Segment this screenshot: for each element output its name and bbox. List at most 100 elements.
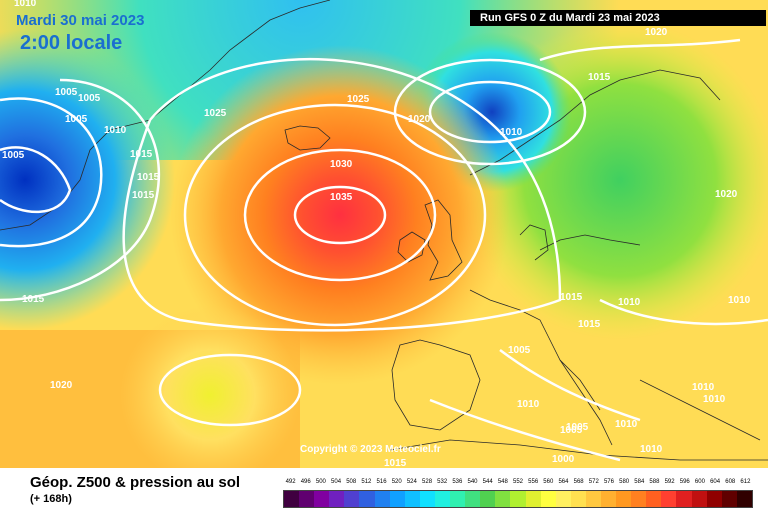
isobar-label: 1005 (65, 114, 88, 125)
isobar-label: 1010 (618, 297, 641, 308)
scale-swatch (344, 491, 360, 507)
scale-swatch (284, 491, 300, 507)
scale-swatch (510, 491, 526, 507)
scale-swatch (329, 491, 345, 507)
greenland-low-field (0, 30, 175, 330)
scale-swatch (314, 491, 330, 507)
scale-swatch (450, 491, 466, 507)
scale-value-label: 584 (634, 479, 645, 485)
isobar-1010-north (428, 80, 552, 144)
scale-value-label: 512 (361, 479, 372, 485)
isobars (0, 38, 768, 462)
scale-value-label: 508 (346, 479, 357, 485)
azores-field (120, 305, 300, 468)
scale-value-label: 540 (467, 479, 478, 485)
isobar-label: 1015 (132, 190, 155, 201)
scale-swatch (404, 491, 420, 507)
forecast-local-time: 2:00 locale (20, 32, 123, 54)
scale-value-label: 576 (603, 479, 614, 485)
isobar-1020-south (158, 353, 302, 427)
scale-swatch (434, 491, 451, 507)
isobar-label: 1000 (552, 454, 575, 465)
scale-value-label: 552 (512, 479, 523, 485)
scale-swatch (691, 491, 707, 507)
isobar-label: 1005 (78, 93, 101, 104)
scale-swatch (389, 491, 405, 507)
scale-value-label: 564 (558, 479, 569, 485)
scale-swatch (299, 491, 315, 507)
scale-swatch (359, 491, 375, 507)
copyright-notice: Copyright © 2023 Meteociel.fr (300, 444, 441, 455)
scale-value-label: 580 (619, 479, 630, 485)
scale-swatch (721, 491, 737, 507)
isobar-1020-north (539, 38, 741, 62)
atlantic-high-field (170, 45, 510, 385)
isobar-1010-south (499, 348, 641, 422)
scale-swatch (736, 491, 752, 507)
isobar-label: 1020 (408, 114, 431, 125)
color-scale-bar (283, 490, 753, 508)
map-svg: 1010100510051005100510101015101510151025… (0, 0, 768, 468)
isobar-label: 1025 (204, 108, 227, 119)
scale-value-label: 504 (331, 479, 342, 485)
north-africa-coast (389, 439, 768, 461)
forecast-date: Mardi 30 mai 2023 (16, 12, 145, 29)
isobar-1020 (122, 58, 562, 332)
iceland-outline (284, 125, 331, 151)
scale-swatch (419, 491, 435, 507)
norway-coast (469, 69, 721, 176)
scale-swatch (540, 491, 556, 507)
italy-outline (559, 359, 613, 446)
isobar-1005-west (0, 146, 72, 214)
scale-value-label: 560 (543, 479, 554, 485)
isobar-label: 1025 (347, 94, 370, 105)
isobar-label: 1005 (55, 87, 78, 98)
scale-value-label: 600 (694, 479, 705, 485)
isobar-1010-west (0, 97, 103, 248)
iberia-outline (391, 339, 481, 431)
scale-value-label: 548 (497, 479, 508, 485)
scale-swatch (706, 491, 722, 507)
isobar-label: 1015 (137, 172, 160, 183)
scale-swatch (480, 491, 496, 507)
scale-swatch (661, 491, 677, 507)
scale-swatch (616, 491, 632, 507)
scale-swatch (631, 491, 647, 507)
scale-value-label: 592 (664, 479, 675, 485)
scale-swatch (600, 491, 617, 507)
isobar-1035 (293, 185, 387, 245)
isobar-label: 1010 (728, 295, 751, 306)
isobar-label: 1015 (560, 292, 583, 303)
scale-value-label: 500 (315, 479, 326, 485)
isobar-label: 1010 (14, 0, 37, 9)
isobar-label: 1015 (588, 72, 611, 83)
scale-swatch (465, 491, 481, 507)
isobar-label: 1030 (330, 159, 353, 170)
isobar-label: 1010 (703, 394, 726, 405)
scale-value-label: 604 (710, 479, 721, 485)
product-title: Géop. Z500 & pression au sol (30, 474, 241, 491)
isobar-label: 1010 (692, 382, 715, 393)
isobar-label: 1020 (715, 189, 738, 200)
continent-coast (469, 289, 601, 411)
isobar-1015-north (393, 58, 587, 166)
scale-value-label: 572 (588, 479, 599, 485)
isobar-label: 1005 (508, 345, 531, 356)
isobar-label: 1015 (22, 294, 45, 305)
scale-value-label: 492 (285, 479, 296, 485)
scale-value-label: 588 (649, 479, 660, 485)
isobar-labels: 1010100510051005100510101015101510151025… (2, 0, 751, 468)
isobar-label: 1035 (330, 192, 353, 203)
isobar-label: 1020 (645, 27, 668, 38)
scale-value-label: 556 (528, 479, 539, 485)
isobar-label: 1010 (500, 127, 523, 138)
scale-swatch (570, 491, 586, 507)
scale-value-label: 524 (406, 479, 417, 485)
scale-swatch (676, 491, 692, 507)
scale-value-label: 532 (437, 479, 448, 485)
scale-swatch (374, 491, 390, 507)
scale-value-label: 516 (376, 479, 387, 485)
isobar-label: 1015 (130, 149, 153, 160)
isobar-1015-south (429, 398, 621, 462)
